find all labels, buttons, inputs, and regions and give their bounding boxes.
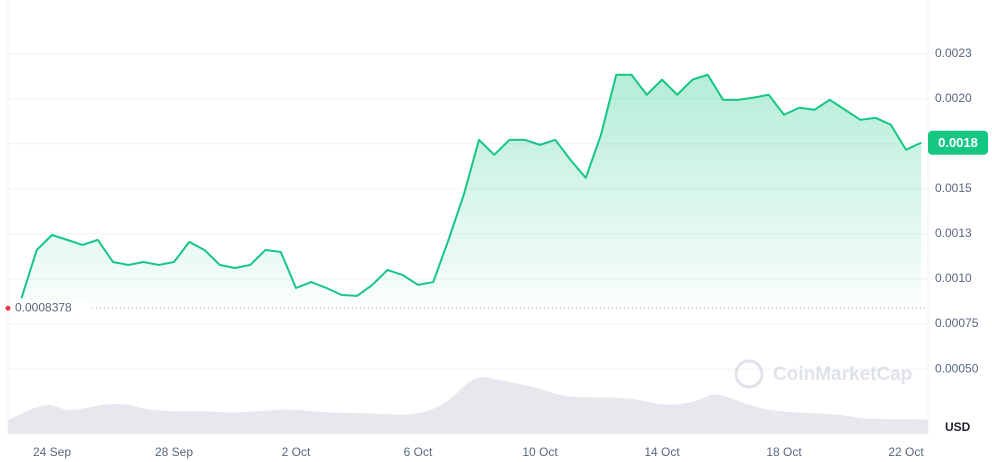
y-tick-label: 0.00075 bbox=[935, 316, 979, 330]
y-tick-label: 0.0013 bbox=[935, 226, 972, 240]
reference-dot bbox=[5, 305, 11, 311]
x-tick-label: 24 Sep bbox=[33, 445, 71, 459]
watermark-text: CoinMarketCap bbox=[773, 364, 912, 385]
y-tick-label: 0.0023 bbox=[935, 46, 972, 60]
last-price-label: 0.0018 bbox=[938, 135, 978, 150]
last-price-tag bbox=[928, 130, 988, 155]
x-tick-label: 18 Oct bbox=[766, 445, 802, 459]
x-tick-label: 28 Sep bbox=[155, 445, 193, 459]
currency-label: USD bbox=[945, 420, 971, 434]
watermark-logo bbox=[734, 359, 764, 389]
x-tick-label: 6 Oct bbox=[404, 445, 433, 459]
reference-label: 0.0008378 bbox=[15, 300, 72, 314]
y-tick-label: 0.00050 bbox=[935, 361, 979, 375]
area-fill bbox=[21, 74, 922, 309]
volume-area bbox=[8, 377, 928, 434]
y-tick-label: 0.0010 bbox=[935, 271, 972, 285]
x-tick-label: 22 Oct bbox=[888, 445, 924, 459]
y-tick-label: 0.0020 bbox=[935, 91, 972, 105]
x-tick-label: 10 Oct bbox=[522, 445, 558, 459]
watermark: CoinMarketCap bbox=[734, 359, 912, 389]
reference-label-bg bbox=[12, 300, 90, 317]
x-tick-label: 14 Oct bbox=[644, 445, 680, 459]
y-tick-label: 0.0015 bbox=[935, 181, 972, 195]
x-tick-label: 2 Oct bbox=[282, 445, 311, 459]
price-line bbox=[20, 73, 922, 299]
